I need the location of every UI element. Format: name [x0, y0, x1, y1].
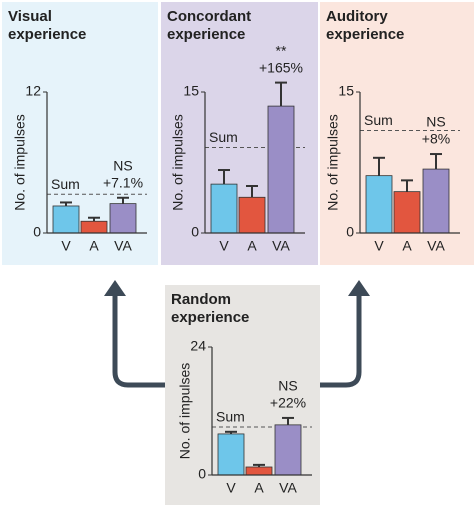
- bar: [238, 196, 266, 234]
- y-tick-label: 0: [198, 466, 206, 482]
- y-axis-label: No. of impulses: [170, 114, 186, 210]
- y-tick-label: 15: [338, 83, 354, 99]
- bar: [210, 183, 238, 234]
- bar: [274, 424, 302, 476]
- x-tick-label: A: [402, 238, 412, 254]
- sum-label: Sum: [51, 176, 80, 192]
- x-tick-label: V: [61, 238, 71, 254]
- annotation: +7.1%: [103, 174, 143, 190]
- x-tick-label: V: [374, 238, 384, 254]
- annotation: NS: [426, 114, 445, 130]
- arrow-head: [104, 280, 126, 296]
- bar: [422, 168, 450, 234]
- x-tick-label: A: [247, 238, 257, 254]
- arrow-head: [348, 280, 370, 296]
- x-tick-label: A: [89, 238, 99, 254]
- bar: [52, 205, 80, 234]
- y-axis-label: No. of impulses: [325, 114, 341, 210]
- annotation: +165%: [259, 59, 303, 75]
- y-tick-label: 24: [190, 338, 206, 354]
- y-axis-label: No. of impulses: [177, 363, 193, 459]
- bar: [365, 175, 393, 234]
- x-tick-label: VA: [114, 238, 132, 254]
- bar: [267, 105, 295, 234]
- bar: [80, 220, 108, 234]
- y-tick-label: 12: [25, 83, 41, 99]
- bar: [245, 466, 273, 476]
- annotation: NS: [278, 378, 297, 394]
- panel-title: Concordant experience: [167, 8, 252, 43]
- x-tick-label: VA: [272, 238, 290, 254]
- arrow: [320, 292, 362, 388]
- annotation: +8%: [422, 131, 450, 147]
- x-tick-label: VA: [427, 238, 445, 254]
- arrow: [112, 292, 165, 388]
- annotation: +22%: [270, 395, 306, 411]
- y-tick-label: 0: [33, 224, 41, 240]
- bar: [109, 203, 137, 234]
- panel-title: Visual experience: [8, 8, 87, 43]
- y-tick-label: 0: [346, 224, 354, 240]
- x-tick-label: A: [254, 480, 264, 496]
- bar: [393, 191, 421, 234]
- y-axis-label: No. of impulses: [12, 114, 28, 210]
- sum-label: Sum: [209, 129, 238, 145]
- panel-title: Auditory experience: [326, 8, 405, 43]
- panel-title: Random experience: [171, 291, 250, 326]
- sum-label: Sum: [216, 409, 245, 425]
- annotation: **: [276, 42, 287, 58]
- sum-label: Sum: [364, 112, 393, 128]
- x-tick-label: V: [226, 480, 236, 496]
- x-tick-label: V: [219, 238, 229, 254]
- y-tick-label: 0: [191, 224, 199, 240]
- annotation: NS: [113, 157, 132, 173]
- bar: [217, 433, 245, 476]
- y-tick-label: 15: [183, 83, 199, 99]
- x-tick-label: VA: [279, 480, 297, 496]
